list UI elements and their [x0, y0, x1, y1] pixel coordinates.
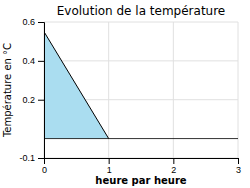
grid-line [173, 22, 174, 158]
title: Evolution de la température [57, 4, 226, 18]
y-tick: -0.1 [19, 153, 44, 163]
y-tick-label: 0.6 [22, 17, 35, 27]
line [44, 32, 109, 139]
y-tick: 0.4 [22, 56, 44, 66]
y-tick-mark [38, 158, 44, 159]
marks [44, 32, 238, 139]
y-axis-label: Température en °C [2, 43, 13, 138]
grid-line [238, 22, 239, 158]
y-tick: 0.6 [22, 17, 44, 27]
x-tick: 2 [171, 158, 176, 175]
x-axis-label: heure par heure [95, 175, 186, 186]
x-tick: 3 [236, 158, 241, 175]
x-tick-mark [173, 158, 174, 164]
x-tick-label: 1 [107, 165, 112, 175]
grid-line [44, 22, 238, 23]
x-tick-label: 3 [236, 165, 241, 175]
y-tick-mark [38, 22, 44, 23]
area [44, 32, 109, 139]
y-tick-mark [38, 100, 44, 101]
x-tick: 1 [107, 158, 112, 175]
grid [44, 22, 238, 158]
y-tick-label: -0.1 [19, 153, 35, 163]
x-tick-mark [238, 158, 239, 164]
baseline [44, 138, 238, 139]
plot: 0 1 2 3 -0.1 0.2 0.4 0.6 [19, 17, 241, 175]
x-tick-mark [109, 158, 110, 164]
y-tick-mark [38, 61, 44, 62]
y-axis: -0.1 0.2 0.4 0.6 [19, 17, 44, 163]
grid-line [44, 60, 238, 61]
y-tick-label: 0.4 [22, 56, 35, 66]
x-tick: 0 [42, 158, 47, 175]
y-tick: 0.2 [22, 95, 44, 105]
x-axis-line [45, 159, 239, 165]
x-axis: 0 1 2 3 [42, 158, 241, 175]
x-tick-label: 0 [42, 165, 47, 175]
chart: 0 1 2 3 -0.1 0.2 0.4 0.6 Evolution de la tempéra… [0, 0, 250, 188]
x-tick-label: 2 [171, 165, 176, 175]
y-tick-label: 0.2 [22, 95, 35, 105]
y-axis-line [38, 23, 45, 159]
